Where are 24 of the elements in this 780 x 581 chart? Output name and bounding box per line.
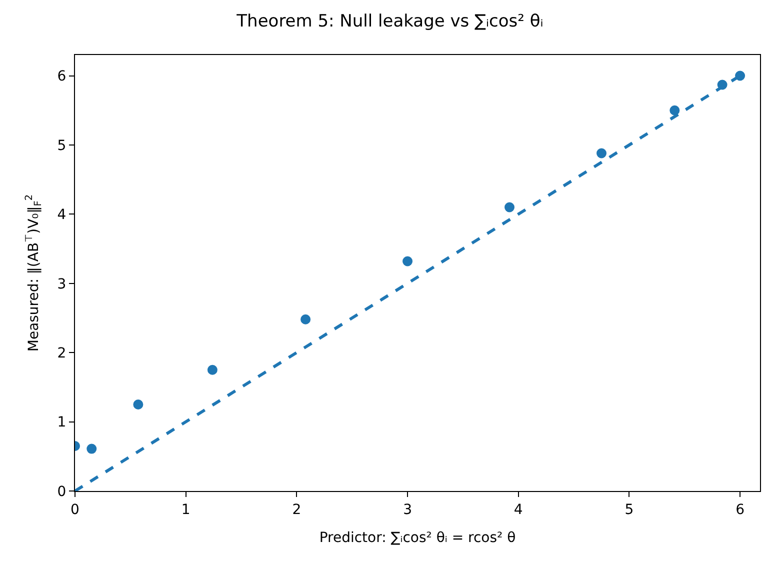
y-tick-label: 5 xyxy=(57,138,66,154)
x-axis-title: Predictor: ∑ᵢcos² θᵢ = rcos² θ xyxy=(319,530,516,546)
point xyxy=(596,148,606,158)
x-tick-label: 3 xyxy=(403,502,412,518)
x-tick-label: 2 xyxy=(292,502,302,518)
y-tick-label: 1 xyxy=(57,414,66,431)
point xyxy=(504,202,514,212)
x-tick-label: 6 xyxy=(736,502,745,518)
point xyxy=(300,314,311,324)
y-tick-label: 0 xyxy=(57,484,66,500)
point xyxy=(133,399,144,410)
point xyxy=(86,444,97,454)
y-tick-label: 2 xyxy=(57,345,66,362)
chart-title: Theorem 5: Null leakage vs ∑ᵢcos² θᵢ xyxy=(236,11,544,32)
y-tick-label: 6 xyxy=(57,68,66,85)
point xyxy=(670,105,680,116)
x-tick-label: 0 xyxy=(70,502,80,518)
x-tick-label: 5 xyxy=(624,502,634,518)
x-tick-label: 4 xyxy=(514,502,523,518)
y-tick-label: 3 xyxy=(57,276,66,292)
point xyxy=(402,256,413,266)
y-tick-label: 4 xyxy=(57,207,66,224)
x-tick-label: 1 xyxy=(181,502,190,518)
point xyxy=(207,364,218,375)
